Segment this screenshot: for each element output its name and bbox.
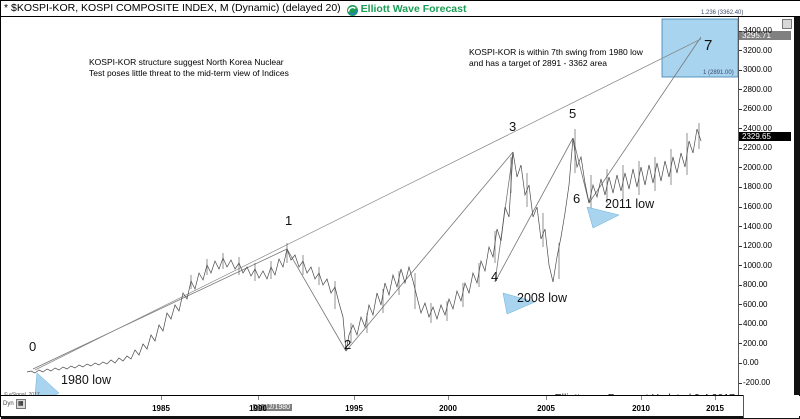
brand-logo: Elliott Wave Forecast bbox=[346, 2, 467, 16]
dyn-label: Dyn bbox=[3, 401, 14, 407]
left-annotation-note: KOSPI-KOR structure suggest North Korea … bbox=[89, 57, 289, 78]
price-tick: 2400.00 bbox=[739, 124, 772, 133]
callout-arrows bbox=[34, 206, 620, 395]
chart-title: * $KOSPI-KOR, KOSPI COMPOSITE INDEX, M (… bbox=[4, 2, 341, 15]
price-tick: 3200.00 bbox=[739, 46, 772, 55]
callout-1980-low: 1980 low bbox=[61, 373, 112, 387]
date-tick: 1995 bbox=[345, 404, 363, 413]
price-tick: 2600.00 bbox=[739, 104, 772, 113]
elliott-wave-logo-icon bbox=[346, 3, 358, 16]
date-tick-mark bbox=[546, 396, 547, 400]
arrow-2008-low bbox=[502, 292, 536, 315]
price-badge-last: 2329.65 bbox=[739, 132, 791, 141]
price-tick: 1200.00 bbox=[739, 241, 772, 250]
price-tick: 3400.00 bbox=[739, 26, 772, 35]
date-tick: 2015 bbox=[706, 404, 724, 413]
date-axis[interactable]: Dyn ▦ 01/12/1980 1985 1990 1995 2000 2005 201… bbox=[1, 395, 800, 419]
price-tick: 3000.00 bbox=[739, 65, 772, 74]
price-tick: 2200.00 bbox=[739, 143, 772, 152]
date-tick-mark bbox=[641, 396, 642, 400]
wave-label-2: 2 bbox=[344, 337, 352, 352]
price-tick: 1800.00 bbox=[739, 182, 772, 191]
date-tick-mark bbox=[161, 396, 162, 400]
brand-name: Elliott Wave Forecast bbox=[360, 2, 467, 15]
vertical-scrollbar[interactable] bbox=[794, 17, 800, 395]
date-tick: 2010 bbox=[632, 404, 650, 413]
price-tick: 600.00 bbox=[739, 300, 767, 309]
date-tick-mark bbox=[715, 396, 716, 400]
price-tick: 200.00 bbox=[739, 339, 767, 348]
elliott-wave-trendlines bbox=[32, 36, 702, 370]
wave-label-1: 1 bbox=[285, 213, 293, 228]
price-tick: 0.00 bbox=[739, 358, 759, 367]
fib-lower-label: 1 (2891.00) bbox=[703, 70, 734, 76]
date-tick: 1985 bbox=[152, 404, 170, 413]
wave-label-6: 6 bbox=[573, 191, 581, 206]
price-tick: 1400.00 bbox=[739, 222, 772, 231]
date-tick-mark bbox=[448, 396, 449, 400]
wave-label-7: 7 bbox=[704, 37, 713, 54]
date-tick: 2005 bbox=[537, 404, 555, 413]
wave-label-4: 4 bbox=[491, 269, 499, 284]
date-tick-mark bbox=[354, 396, 355, 400]
callout-2011-low: 2011 low bbox=[605, 197, 655, 211]
price-tick: -200.00 bbox=[739, 378, 770, 387]
date-tick: 2000 bbox=[439, 404, 457, 413]
start-date-badge[interactable]: 01/12/1980 bbox=[253, 404, 293, 411]
price-tick: 400.00 bbox=[739, 319, 767, 328]
target-projection-box bbox=[661, 18, 738, 78]
price-chart-svg bbox=[26, 18, 738, 395]
fib-upper-label: 1.236 (3362.40) bbox=[701, 10, 744, 16]
arrow-2011-low bbox=[586, 206, 620, 229]
dynamic-mode-control[interactable]: Dyn ▦ bbox=[3, 399, 26, 409]
date-tick-mark bbox=[258, 396, 259, 400]
axis-corner bbox=[743, 395, 799, 418]
title-bar: * $KOSPI-KOR, KOSPI COMPOSITE INDEX, M (… bbox=[1, 1, 800, 17]
price-series bbox=[26, 128, 702, 374]
callout-2008-low: 2008 low bbox=[517, 291, 568, 305]
primary-uptrend-line bbox=[34, 38, 702, 371]
price-tick: 800.00 bbox=[739, 280, 767, 289]
date-tick: 1990 bbox=[249, 404, 267, 413]
price-badge-high: 3295.71 bbox=[739, 31, 791, 40]
grid-icon[interactable]: ▦ bbox=[15, 399, 26, 409]
price-tick: 1600.00 bbox=[739, 202, 772, 211]
axis-settings-icon[interactable] bbox=[782, 19, 792, 29]
price-tick: 2000.00 bbox=[739, 163, 772, 172]
price-axis[interactable]: 3295.71 2329.65 3400.00 3200.00 3000.00 280… bbox=[738, 17, 794, 395]
arrow-1980-low bbox=[34, 372, 60, 395]
chart-plot-area[interactable]: KOSPI-KOR structure suggest North Korea … bbox=[1, 17, 738, 395]
wave-label-0: 0 bbox=[29, 339, 37, 354]
price-tick: 2800.00 bbox=[739, 85, 772, 94]
wave-label-5: 5 bbox=[569, 106, 577, 121]
right-annotation-note: KOSPI-KOR is within 7th swing from 1980 … bbox=[469, 47, 643, 68]
wave-label-3: 3 bbox=[509, 119, 517, 134]
price-tick: 1000.00 bbox=[739, 261, 772, 270]
price-bars-wicks bbox=[190, 123, 700, 343]
